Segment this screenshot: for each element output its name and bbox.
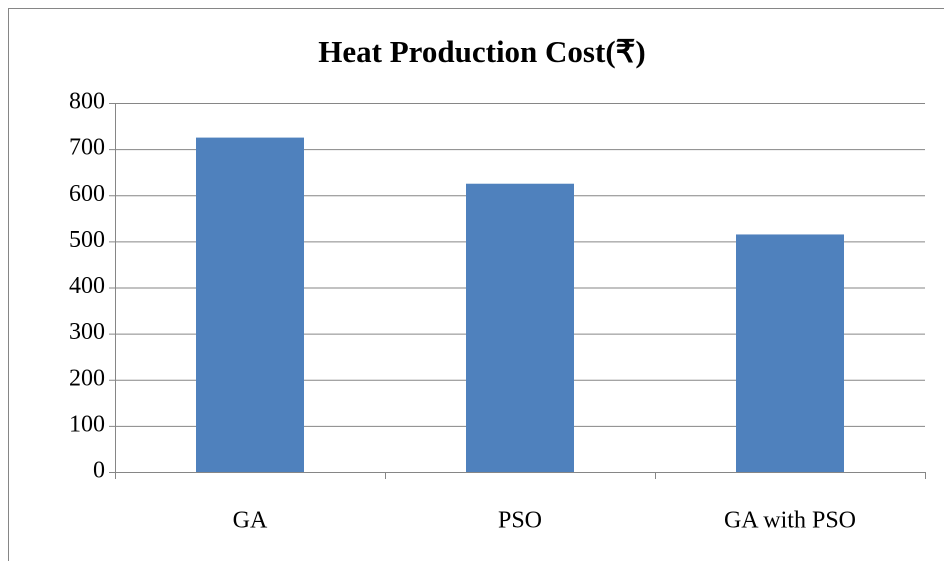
y-tick-label: 700 (69, 135, 105, 161)
y-tick-label: 0 (93, 458, 105, 484)
x-tick-label: PSO (498, 508, 542, 534)
y-tick-label: 500 (69, 227, 105, 253)
bar (196, 137, 304, 472)
x-tick-label: GA with PSO (724, 508, 856, 534)
y-tick-label: 600 (69, 181, 105, 207)
y-tick-label: 300 (69, 319, 105, 345)
y-tick-label: 200 (69, 365, 105, 391)
y-tick-label: 400 (69, 273, 105, 299)
bar (736, 234, 844, 472)
chart-title: Heat Production Cost(₹) (318, 34, 645, 69)
y-tick-label: 100 (69, 411, 105, 437)
x-tick-label: GA (233, 508, 268, 534)
bar (466, 183, 574, 472)
y-tick-label: 800 (69, 89, 105, 115)
